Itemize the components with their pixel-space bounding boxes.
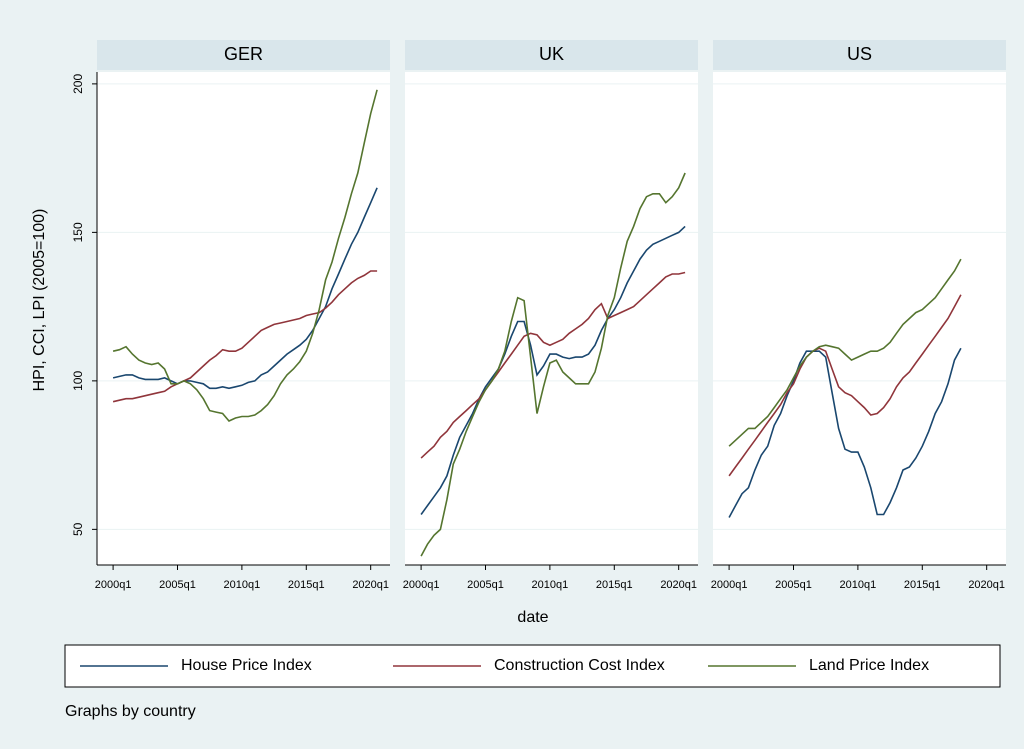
plot-area	[97, 72, 390, 565]
y-tick-label: 150	[71, 222, 85, 242]
series-line	[112, 270, 378, 403]
plot-area	[405, 72, 698, 565]
legend-label: Construction Cost Index	[494, 657, 665, 674]
y-tick-label: 50	[71, 522, 85, 536]
x-tick-label: 2000q1	[95, 579, 132, 591]
plot-area	[713, 72, 1006, 565]
note: Graphs by country	[65, 703, 196, 720]
x-tick-label: 2010q1	[532, 579, 569, 591]
x-axis-label: date	[517, 609, 548, 626]
panel-header	[713, 40, 1006, 70]
legend-label: House Price Index	[181, 657, 312, 674]
x-tick-label: 2010q1	[840, 579, 877, 591]
x-tick-label: 2020q1	[968, 579, 1005, 591]
x-tick-label: 2005q1	[775, 579, 812, 591]
x-tick-label: 2000q1	[403, 579, 440, 591]
series-line	[728, 294, 962, 477]
panel-title: US	[847, 44, 872, 64]
x-tick-label: 2010q1	[224, 579, 261, 591]
x-tick-label: 2020q1	[352, 579, 389, 591]
x-tick-label: 2005q1	[159, 579, 196, 591]
series-line	[420, 225, 686, 515]
series-line	[112, 89, 378, 422]
series-line	[420, 172, 686, 557]
x-tick-label: 2005q1	[467, 579, 504, 591]
y-tick-label: 200	[71, 74, 85, 94]
x-tick-label: 2000q1	[711, 579, 748, 591]
x-tick-label: 2015q1	[596, 579, 633, 591]
panel-header	[97, 40, 390, 70]
y-tick-label: 100	[71, 371, 85, 391]
legend-box	[64, 644, 1001, 688]
y-axis-label: HPI, CCI, LPI (2005=100)	[31, 209, 48, 392]
series-line	[728, 258, 962, 447]
legend-label: Land Price Index	[809, 657, 929, 674]
series-line	[420, 271, 686, 459]
panel-header	[405, 40, 698, 70]
panel-title: UK	[539, 44, 564, 64]
series-line	[728, 347, 962, 518]
x-tick-label: 2015q1	[288, 579, 325, 591]
panel-title: GER	[224, 44, 263, 64]
x-tick-label: 2020q1	[660, 579, 697, 591]
x-tick-label: 2015q1	[904, 579, 941, 591]
series-line	[112, 187, 378, 390]
